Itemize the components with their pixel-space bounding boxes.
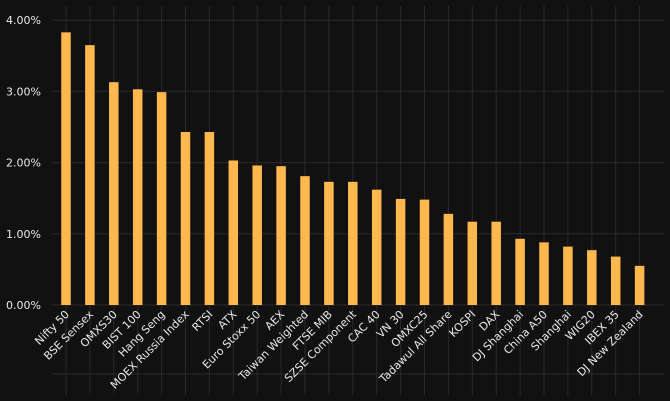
bar[interactable] [467,221,478,305]
y-tick-label: 0.00% [6,299,41,312]
bar[interactable] [61,32,71,305]
bar[interactable] [109,82,119,305]
bar[interactable] [300,176,310,305]
y-tick-label: 1.00% [6,228,41,241]
x-tick-label: RTSI [190,308,216,334]
x-tick-label: KOSPI [447,308,479,340]
bar[interactable] [348,181,358,305]
bar[interactable] [443,213,454,305]
bar[interactable] [563,246,573,305]
bar[interactable] [395,198,406,305]
y-tick-label: 4.00% [6,14,41,27]
y-tick-label: 2.00% [6,157,41,170]
bar[interactable] [252,165,262,305]
y-tick-label: 3.00% [6,85,41,98]
bar[interactable] [204,132,215,305]
bar[interactable] [132,89,143,306]
bar[interactable] [228,160,239,305]
bar[interactable] [276,166,286,305]
bar[interactable] [85,45,95,306]
bar[interactable] [587,250,597,305]
bar[interactable] [371,189,382,305]
bar[interactable] [539,242,549,305]
bar[interactable] [491,221,501,305]
bar[interactable] [419,199,430,305]
bar[interactable] [515,238,525,305]
bar[interactable] [324,181,334,305]
bar[interactable] [180,132,191,305]
bar[interactable] [156,92,167,305]
bar[interactable] [610,256,621,305]
bar[interactable] [634,265,645,305]
